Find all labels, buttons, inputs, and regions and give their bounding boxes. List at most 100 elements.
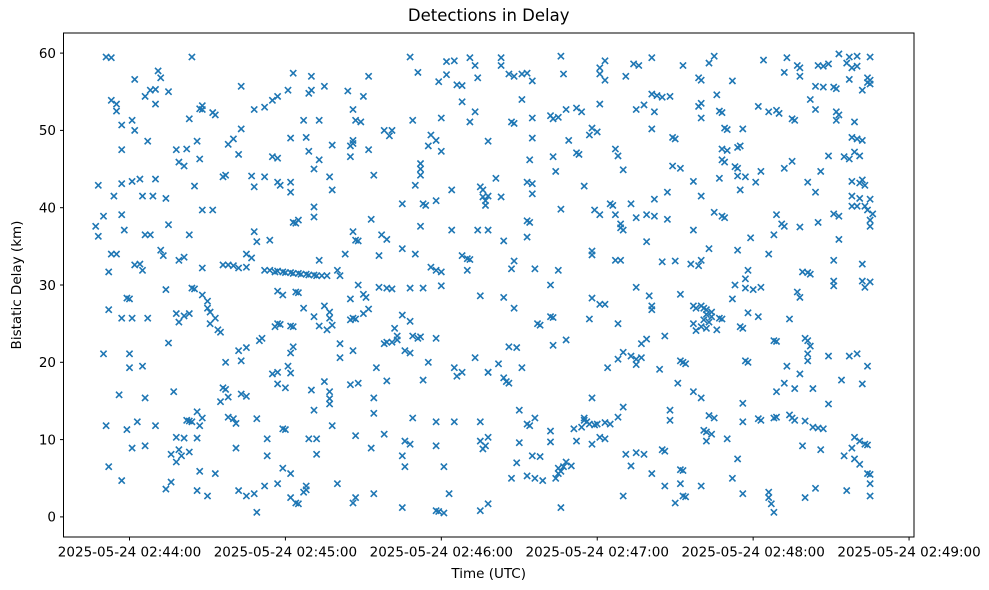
data-point-marker bbox=[427, 131, 435, 139]
x-tick-label: 2025-05-24 02:45:00 bbox=[214, 545, 357, 561]
data-point-marker bbox=[746, 234, 755, 242]
data-point-marker bbox=[866, 278, 874, 286]
data-point-marker bbox=[196, 467, 204, 475]
data-point-marker bbox=[440, 509, 448, 517]
data-point-marker bbox=[671, 135, 679, 143]
data-point-marker bbox=[744, 309, 752, 317]
data-point-marker bbox=[427, 263, 435, 271]
data-point-marker bbox=[167, 478, 175, 486]
data-point-marker bbox=[263, 452, 271, 460]
data-point-marker bbox=[474, 74, 482, 82]
data-point-marker bbox=[866, 76, 874, 84]
data-point-marker bbox=[523, 178, 531, 186]
data-point-marker bbox=[151, 100, 160, 108]
data-point-marker bbox=[115, 391, 123, 399]
data-point-marker bbox=[666, 406, 674, 414]
data-point-marker bbox=[370, 394, 378, 402]
data-point-marker bbox=[697, 114, 705, 122]
data-point-marker bbox=[536, 321, 544, 329]
data-point-marker bbox=[206, 308, 214, 316]
data-point-marker bbox=[596, 70, 604, 78]
data-point-marker bbox=[333, 266, 342, 274]
data-point-marker bbox=[286, 349, 295, 357]
data-point-marker bbox=[458, 81, 466, 90]
data-point-marker bbox=[125, 350, 134, 358]
data-point-marker bbox=[819, 62, 827, 70]
chart-title: Detections in Delay bbox=[408, 6, 570, 25]
data-point-marker bbox=[118, 121, 126, 129]
data-point-marker bbox=[674, 379, 682, 387]
data-point-marker bbox=[580, 414, 588, 422]
data-point-marker bbox=[559, 463, 568, 471]
data-point-marker bbox=[229, 135, 238, 143]
data-point-marker bbox=[689, 388, 698, 396]
data-point-marker bbox=[718, 108, 726, 117]
data-point-marker bbox=[315, 256, 323, 264]
data-point-marker bbox=[424, 142, 432, 150]
data-point-marker bbox=[733, 455, 742, 463]
data-point-marker bbox=[154, 67, 162, 75]
data-point-marker bbox=[739, 418, 747, 426]
data-point-marker bbox=[299, 116, 308, 124]
data-point-marker bbox=[416, 165, 425, 173]
data-point-marker bbox=[320, 377, 329, 386]
data-point-marker bbox=[702, 324, 711, 332]
data-point-marker bbox=[118, 211, 126, 219]
data-point-marker bbox=[367, 444, 375, 452]
data-point-marker bbox=[817, 446, 825, 454]
data-point-marker bbox=[783, 54, 791, 62]
data-point-marker bbox=[601, 76, 609, 84]
data-point-marker bbox=[528, 180, 536, 188]
data-point-marker bbox=[110, 192, 118, 200]
data-point-marker bbox=[611, 211, 620, 219]
data-point-marker bbox=[315, 322, 323, 330]
data-point-marker bbox=[723, 146, 731, 155]
data-point-marker bbox=[437, 114, 445, 122]
data-point-marker bbox=[689, 177, 698, 186]
data-point-marker bbox=[526, 422, 534, 430]
data-point-marker bbox=[622, 450, 630, 458]
data-point-marker bbox=[627, 200, 635, 208]
data-point-marker bbox=[796, 293, 804, 302]
data-point-marker bbox=[198, 414, 206, 422]
data-point-marker bbox=[526, 218, 534, 227]
data-point-marker bbox=[336, 354, 344, 362]
data-point-marker bbox=[557, 205, 565, 213]
data-point-marker bbox=[554, 113, 562, 121]
data-point-marker bbox=[180, 312, 188, 320]
data-point-marker bbox=[858, 86, 866, 94]
data-point-marker bbox=[843, 486, 851, 495]
y-axis-ticks: 0 10 20 30 40 50 60 bbox=[39, 46, 64, 526]
data-point-marker bbox=[565, 136, 573, 145]
data-point-marker bbox=[848, 444, 856, 452]
data-point-marker bbox=[175, 256, 183, 264]
data-point-marker bbox=[577, 423, 586, 431]
data-point-marker bbox=[273, 154, 282, 162]
data-point-marker bbox=[536, 452, 544, 461]
data-point-marker bbox=[328, 186, 336, 194]
data-point-marker bbox=[294, 500, 303, 508]
data-point-marker bbox=[289, 69, 297, 77]
data-point-marker bbox=[692, 326, 700, 335]
data-point-marker bbox=[175, 446, 183, 454]
data-point-marker bbox=[759, 56, 768, 64]
data-point-marker bbox=[336, 272, 344, 280]
data-point-marker bbox=[793, 288, 801, 296]
data-point-marker bbox=[611, 145, 620, 153]
data-point-marker bbox=[850, 433, 859, 441]
data-point-marker bbox=[120, 226, 128, 234]
data-point-marker bbox=[432, 136, 440, 145]
data-point-marker bbox=[286, 134, 295, 142]
data-point-marker bbox=[848, 177, 856, 186]
data-point-marker bbox=[575, 150, 583, 159]
data-point-marker bbox=[866, 470, 874, 479]
data-point-marker bbox=[796, 72, 804, 80]
data-point-marker bbox=[157, 246, 165, 254]
data-point-marker bbox=[772, 337, 781, 346]
data-point-marker bbox=[128, 116, 136, 124]
data-point-marker bbox=[744, 266, 752, 274]
y-axis-label: Bistatic Delay (km) bbox=[9, 221, 25, 350]
data-point-marker bbox=[679, 61, 687, 70]
data-point-marker bbox=[284, 362, 292, 370]
